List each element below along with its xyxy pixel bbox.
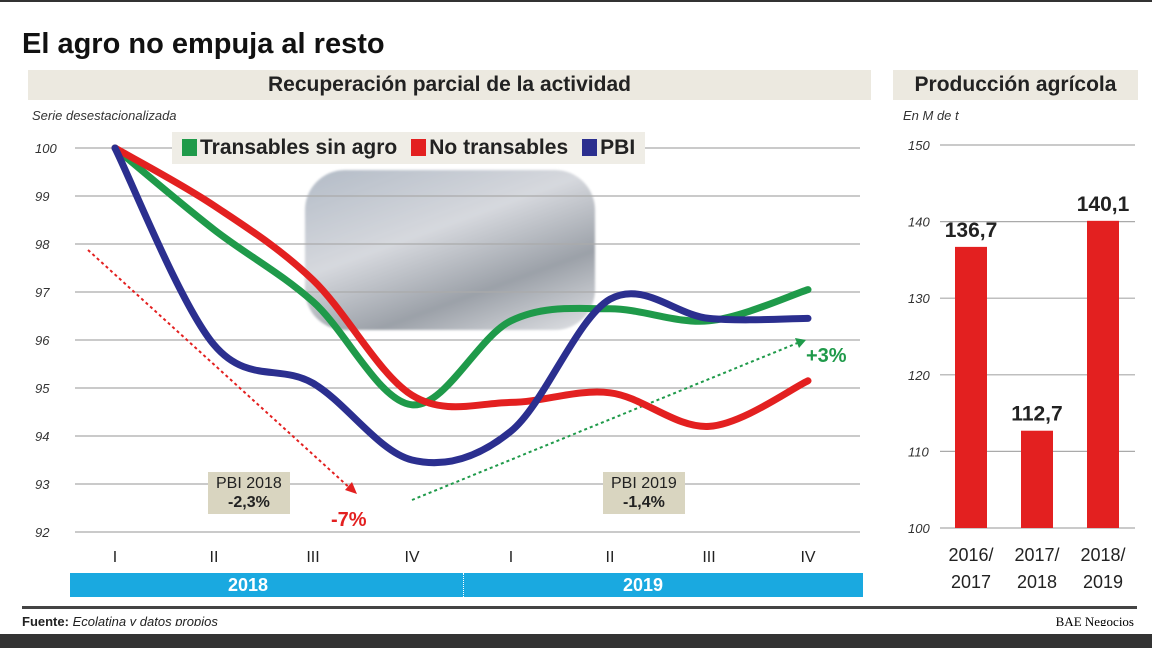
series-line-pbi: [111, 144, 812, 467]
right-subtitle: En M de t: [903, 108, 959, 123]
legend-swatch: [182, 139, 197, 156]
y-tick-label: 100: [35, 141, 57, 156]
bar: [1087, 220, 1119, 529]
pbi-2018-label: PBI 2018: [216, 475, 282, 492]
bar-category-label: 2019: [1083, 572, 1123, 592]
bar: [1021, 430, 1053, 528]
x-tick-label: III: [702, 549, 715, 566]
source: Fuente: Ecolatina y datos propios: [22, 614, 218, 626]
year-2018: 2018: [228, 575, 269, 595]
y-tick-label: 98: [35, 237, 50, 252]
bottom-bar: [0, 634, 1152, 648]
x-tick-label: I: [509, 549, 513, 566]
x-tick-label: II: [210, 549, 219, 566]
series-line-no-transables: [111, 144, 812, 430]
footer-rule: [22, 606, 1137, 609]
bar-category-label: 2017: [951, 572, 991, 592]
pbi-2018-value: -2,3%: [228, 494, 270, 511]
bar: [955, 246, 987, 529]
up-arrowhead: [795, 338, 806, 348]
y-tick-label: 93: [35, 477, 50, 492]
bar-category-label: 2017/: [1014, 545, 1059, 565]
left-subtitle: Serie desestacionalizada: [32, 108, 177, 123]
bar-category-label: 2018/: [1080, 545, 1125, 565]
series-line-transables-sin-agro: [111, 144, 812, 409]
bar-y-tick-label: 110: [908, 444, 929, 459]
page-title: El agro no empuja al resto: [22, 28, 385, 60]
pbi-2019-label: PBI 2019: [611, 475, 677, 492]
top-border: [0, 0, 1152, 2]
x-tick-label: IV: [404, 549, 419, 566]
legend: Transables sin agro No transables PBI: [172, 132, 646, 164]
brand: BAE Negocios: [1055, 614, 1134, 626]
x-tick-label: IV: [800, 549, 815, 566]
bar-y-tick-label: 140: [908, 215, 930, 230]
year-divider: [463, 573, 464, 597]
bar-y-tick-label: 130: [908, 291, 930, 306]
y-tick-label: 92: [35, 525, 50, 540]
year-bar: 2018 2019: [70, 573, 863, 597]
bar-y-tick-label: 120: [908, 368, 930, 383]
bar-value-label: 136,7: [945, 219, 998, 242]
bar-category-label: 2016/: [948, 545, 993, 565]
y-tick-label: 96: [35, 333, 50, 348]
down-annotation: -7%: [331, 509, 367, 531]
bar-y-tick-label: 150: [908, 138, 930, 153]
down-trend-arrow: [87, 249, 353, 491]
y-tick-label: 95: [35, 381, 50, 396]
down-arrowhead: [345, 482, 357, 494]
legend-item-transables: Transables sin agro: [182, 136, 397, 160]
x-tick-label: I: [113, 549, 117, 566]
up-annotation: +3%: [806, 345, 847, 367]
legend-swatch: [582, 139, 598, 156]
legend-label: No transables: [429, 136, 569, 159]
bar-value-label: 140,1: [1077, 193, 1130, 216]
y-tick-label: 97: [35, 285, 50, 300]
source-label: Fuente:: [22, 614, 69, 626]
bar-y-tick-label: 100: [908, 521, 930, 536]
pbi-2019-box: PBI 2019 -1,4%: [603, 472, 685, 514]
year-2019: 2019: [623, 575, 664, 595]
source-text: Ecolatina y datos propios: [72, 614, 218, 626]
legend-item-no-transables: No transables: [411, 136, 568, 160]
bar-value-label: 112,7: [1011, 403, 1062, 426]
x-tick-label: III: [306, 549, 319, 566]
legend-swatch: [411, 139, 427, 156]
pbi-2019-value: -1,4%: [623, 494, 665, 511]
right-chart-header: Producción agrícola: [893, 70, 1138, 100]
left-chart-header: Recuperación parcial de la actividad: [28, 70, 871, 100]
x-tick-label: II: [606, 549, 615, 566]
y-tick-label: 99: [35, 189, 49, 204]
legend-label: Transables sin agro: [200, 136, 398, 159]
pbi-2018-box: PBI 2018 -2,3%: [208, 472, 290, 514]
bar-category-label: 2018: [1017, 572, 1057, 592]
port-photo: [305, 170, 595, 330]
legend-label: PBI: [600, 136, 636, 159]
legend-item-pbi: PBI: [582, 136, 635, 160]
y-tick-label: 94: [35, 429, 49, 444]
up-trend-arrow: [411, 341, 801, 501]
